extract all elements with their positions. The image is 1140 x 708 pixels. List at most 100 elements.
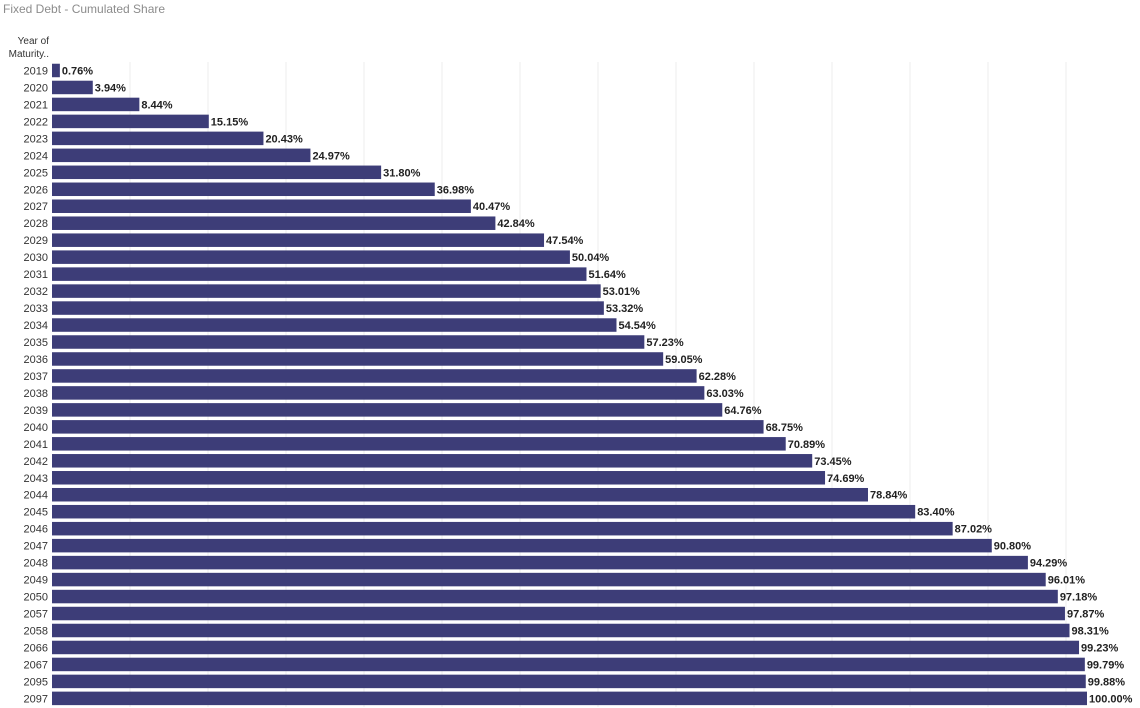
year-label-2047: 2047 (24, 541, 48, 553)
value-label-2035: 57.23% (646, 337, 684, 349)
year-label-2020: 2020 (24, 82, 48, 94)
year-label-2021: 2021 (24, 99, 48, 111)
year-label-2035: 2035 (24, 337, 48, 349)
year-label-2050: 2050 (24, 592, 48, 604)
value-label-2036: 59.05% (665, 354, 703, 366)
bar-2024[interactable] (52, 148, 311, 163)
row-header-line-2: Maturity.. (8, 49, 49, 60)
year-label-2025: 2025 (24, 167, 48, 179)
year-label-2032: 2032 (24, 286, 48, 298)
bar-2041[interactable] (52, 437, 786, 451)
year-label-2023: 2023 (24, 133, 48, 145)
value-label-2058: 98.31% (1072, 625, 1110, 637)
bar-2039[interactable] (52, 403, 723, 417)
year-label-2041: 2041 (24, 439, 48, 451)
bar-2032[interactable] (52, 284, 601, 298)
value-label-2041: 70.89% (788, 439, 826, 451)
value-label-2049: 96.01% (1048, 575, 1086, 587)
year-label-2027: 2027 (24, 201, 48, 213)
year-label-2048: 2048 (24, 558, 48, 570)
bar-2049[interactable] (52, 572, 1046, 587)
year-label-2026: 2026 (24, 184, 48, 196)
year-label-2057: 2057 (24, 609, 48, 621)
bar-2037[interactable] (52, 369, 697, 383)
value-label-2047: 90.80% (994, 541, 1032, 553)
bar-2046[interactable] (52, 521, 953, 536)
bar-2040[interactable] (52, 420, 764, 434)
row-axis-header: Year of Maturity.. (3, 35, 49, 61)
year-label-2067: 2067 (24, 659, 48, 671)
bar-2043[interactable] (52, 471, 826, 485)
bar-2047[interactable] (52, 538, 992, 553)
year-label-2038: 2038 (24, 388, 48, 400)
bar-2048[interactable] (52, 555, 1028, 570)
bar-2020[interactable] (52, 80, 93, 95)
bar-2028[interactable] (52, 216, 496, 230)
bar-2027[interactable] (52, 199, 471, 213)
bar-2066[interactable] (52, 640, 1080, 655)
bar-2026[interactable] (52, 182, 435, 197)
year-label-2097: 2097 (24, 693, 48, 705)
year-label-2046: 2046 (24, 524, 48, 536)
year-label-2040: 2040 (24, 422, 48, 434)
row-header-line-1: Year of (17, 36, 49, 47)
value-label-2038: 63.03% (706, 388, 744, 400)
bar-2058[interactable] (52, 623, 1070, 638)
bar-2044[interactable] (52, 487, 868, 502)
year-label-2024: 2024 (24, 150, 48, 162)
value-label-2032: 53.01% (603, 286, 641, 298)
value-label-2057: 97.87% (1067, 609, 1105, 621)
bar-2029[interactable] (52, 233, 545, 247)
bar-2025[interactable] (52, 165, 382, 180)
year-label-2045: 2045 (24, 507, 48, 519)
value-label-2029: 47.54% (546, 235, 584, 247)
bar-2095[interactable] (52, 674, 1086, 689)
year-label-2039: 2039 (24, 405, 48, 417)
bar-2034[interactable] (52, 318, 617, 332)
year-label-2033: 2033 (24, 303, 48, 315)
value-label-2025: 31.80% (383, 167, 421, 179)
value-label-2019: 0.76% (62, 65, 93, 77)
bar-2036[interactable] (52, 352, 664, 366)
bar-2038[interactable] (52, 386, 705, 400)
bar-2019[interactable] (52, 63, 60, 78)
bar-2042[interactable] (52, 454, 813, 468)
year-label-2030: 2030 (24, 252, 48, 264)
value-label-2042: 73.45% (814, 456, 852, 468)
year-label-2095: 2095 (24, 676, 48, 688)
bar-2057[interactable] (52, 606, 1065, 621)
bar-2033[interactable] (52, 301, 604, 315)
year-label-2058: 2058 (24, 625, 48, 637)
value-label-2095: 99.88% (1088, 676, 1126, 688)
value-label-2040: 68.75% (766, 422, 804, 434)
value-label-2044: 78.84% (870, 490, 908, 502)
bar-2067[interactable] (52, 657, 1085, 672)
value-label-2020: 3.94% (95, 82, 126, 94)
bar-2030[interactable] (52, 250, 570, 264)
year-label-2043: 2043 (24, 473, 48, 485)
bar-2031[interactable] (52, 267, 587, 281)
value-label-2028: 42.84% (497, 218, 535, 230)
bar-2023[interactable] (52, 131, 264, 146)
bar-2045[interactable] (52, 504, 916, 519)
value-label-2030: 50.04% (572, 252, 610, 264)
year-label-2028: 2028 (24, 218, 48, 230)
bar-2050[interactable] (52, 589, 1058, 604)
year-label-2031: 2031 (24, 269, 48, 281)
value-label-2031: 51.64% (588, 269, 626, 281)
year-label-2022: 2022 (24, 116, 48, 128)
chart-title: Fixed Debt - Cumulated Share (3, 2, 166, 16)
value-label-2023: 20.43% (265, 133, 303, 145)
value-label-2034: 54.54% (618, 320, 656, 332)
value-label-2066: 99.23% (1081, 642, 1119, 654)
value-label-2026: 36.98% (437, 184, 475, 196)
bar-2021[interactable] (52, 97, 140, 112)
value-label-2067: 99.79% (1087, 659, 1125, 671)
value-label-2022: 15.15% (211, 116, 249, 128)
value-label-2045: 83.40% (917, 507, 955, 519)
bar-2097[interactable] (52, 691, 1087, 706)
bar-2022[interactable] (52, 114, 209, 129)
bar-2035[interactable] (52, 335, 645, 349)
value-label-2097: 100.00% (1089, 693, 1133, 705)
year-label-2034: 2034 (24, 320, 48, 332)
